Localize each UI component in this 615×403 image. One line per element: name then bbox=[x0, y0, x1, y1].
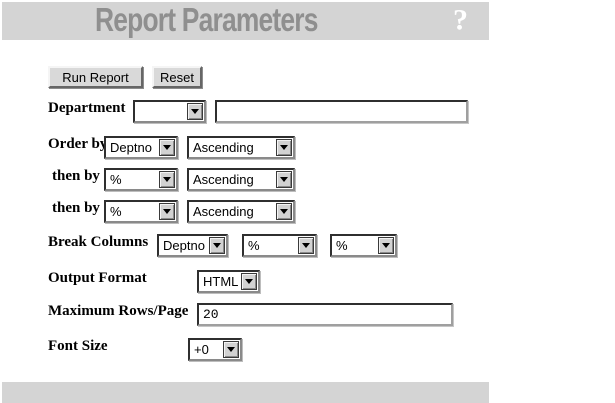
department-input[interactable] bbox=[215, 100, 468, 123]
dropdown-arrow-icon[interactable] bbox=[187, 103, 203, 120]
font-size-label: Font Size bbox=[48, 338, 108, 354]
order-by-direction-select[interactable]: Ascending bbox=[187, 136, 295, 159]
header-bar: Report Parameters ? bbox=[2, 1, 489, 40]
dropdown-arrow-icon[interactable] bbox=[298, 237, 314, 254]
dropdown-arrow-icon[interactable] bbox=[378, 237, 394, 254]
dropdown-arrow-icon[interactable] bbox=[209, 237, 225, 254]
break-columns-label: Break Columns bbox=[48, 234, 149, 250]
then-by-2-label: then by bbox=[52, 200, 100, 216]
dropdown-arrow-icon[interactable] bbox=[276, 203, 292, 220]
footer-bar bbox=[2, 382, 489, 403]
maximum-rows-input[interactable] bbox=[197, 303, 453, 326]
order-by-label: Order by bbox=[48, 136, 108, 152]
break-columns-select-1[interactable]: Deptno bbox=[157, 234, 228, 257]
dropdown-arrow-icon[interactable] bbox=[276, 171, 292, 188]
font-size-select[interactable]: +0 bbox=[188, 338, 242, 361]
dropdown-arrow-icon[interactable] bbox=[276, 139, 292, 156]
reset-button[interactable]: Reset bbox=[152, 66, 202, 88]
then-by-1-direction-select[interactable]: Ascending bbox=[187, 168, 295, 191]
department-select[interactable] bbox=[133, 100, 206, 123]
help-icon[interactable]: ? bbox=[453, 3, 468, 37]
order-by-column-select[interactable]: Deptno bbox=[104, 136, 178, 159]
then-by-1-label: then by bbox=[52, 168, 100, 184]
page-title: Report Parameters bbox=[95, 1, 318, 39]
break-columns-select-2[interactable]: % bbox=[242, 234, 317, 257]
department-label: Department bbox=[48, 100, 126, 116]
break-columns-select-3[interactable]: % bbox=[330, 234, 397, 257]
then-by-2-column-select[interactable]: % bbox=[104, 200, 178, 223]
dropdown-arrow-icon[interactable] bbox=[159, 139, 175, 156]
run-report-button[interactable]: Run Report bbox=[48, 66, 143, 88]
output-format-select[interactable]: HTML bbox=[197, 270, 260, 293]
dropdown-arrow-icon[interactable] bbox=[241, 273, 257, 290]
then-by-1-column-select[interactable]: % bbox=[104, 168, 178, 191]
dropdown-arrow-icon[interactable] bbox=[159, 203, 175, 220]
then-by-2-direction-select[interactable]: Ascending bbox=[187, 200, 295, 223]
maximum-rows-label: Maximum Rows/Page bbox=[48, 303, 189, 319]
output-format-label: Output Format bbox=[48, 270, 147, 286]
dropdown-arrow-icon[interactable] bbox=[223, 341, 239, 358]
dropdown-arrow-icon[interactable] bbox=[159, 171, 175, 188]
